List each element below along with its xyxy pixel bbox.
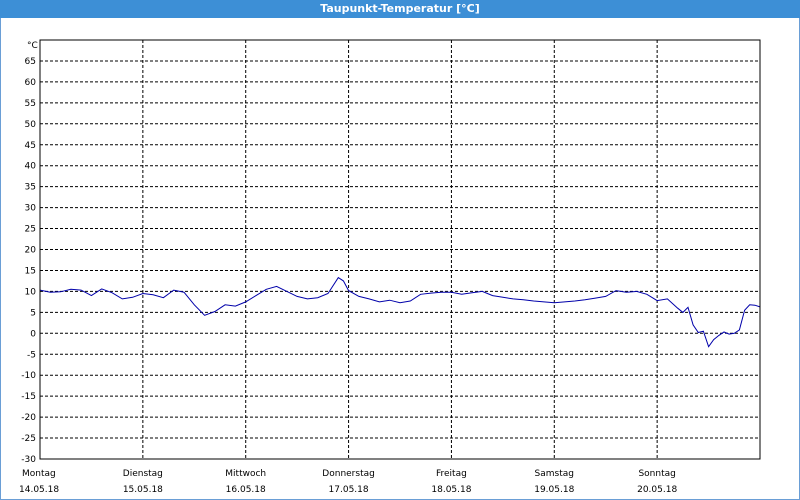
x-tick-date: 19.05.18 [534,485,574,495]
y-tick-label: -30 [21,455,36,465]
y-tick-label: 0 [30,329,36,339]
y-tick-label: 65 [25,57,36,67]
x-tick-day: Sonntag [638,469,675,479]
y-tick-label: -15 [21,392,36,402]
x-tick-date: 17.05.18 [329,485,369,495]
y-tick-label: 45 [25,141,36,151]
y-tick-label: 50 [25,120,37,130]
x-tick-day: Dienstag [123,469,163,479]
y-tick-label: -5 [27,350,36,360]
x-tick-date: 15.05.18 [123,485,163,495]
y-tick-label: -20 [21,413,36,423]
series-line [39,276,761,348]
x-tick-date: 16.05.18 [226,485,266,495]
x-tick-date: 18.05.18 [431,485,471,495]
y-tick-label: 55 [25,99,36,109]
x-tick-day: Montag [22,469,56,479]
y-tick-label: -10 [21,371,36,381]
y-tick-label: 35 [25,183,36,193]
x-tick-day: Freitag [436,469,467,479]
y-tick-label: 15 [25,266,36,276]
x-tick-day: Samstag [535,469,574,479]
y-tick-label: 40 [25,162,37,172]
plot-area-border [39,39,761,460]
y-tick-label: 60 [25,78,37,88]
y-tick-label: 30 [25,204,37,214]
y-tick-label: -25 [21,434,36,444]
x-tick-day: Mittwoch [225,469,266,479]
y-tick-label: 5 [30,308,36,318]
y-tick-label: 25 [25,225,36,235]
x-tick-date: 14.05.18 [19,485,59,495]
x-tick-date: 20.05.18 [637,485,677,495]
y-axis-unit: °C [27,41,38,51]
x-tick-day: Donnerstag [322,469,375,479]
y-tick-label: 10 [25,287,37,297]
y-tick-label: 20 [25,246,37,256]
chart-title: Taupunkt-Temperatur [°C] [0,0,800,18]
